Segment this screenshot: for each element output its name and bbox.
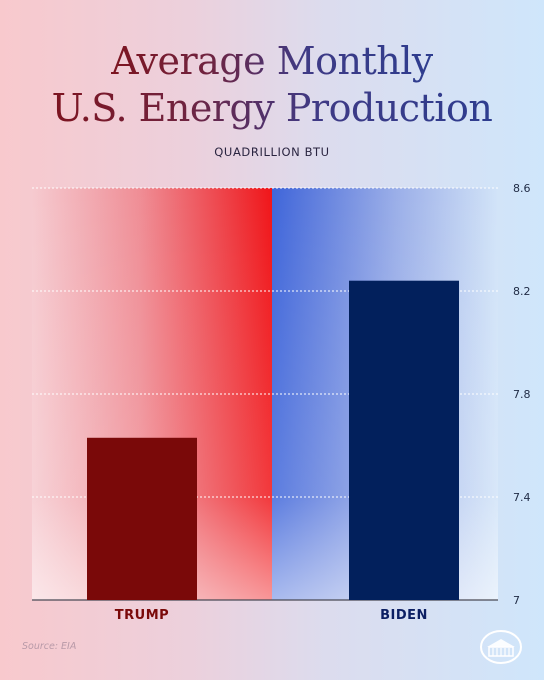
chart-title-line-1: Average Monthly [111,39,433,83]
y-tick-label: 8.2 [513,285,531,298]
category-label-biden: BIDEN [380,608,428,623]
y-tick-label: 7 [513,594,520,607]
white-house-seal-icon [480,630,522,664]
y-tick-label: 7.8 [513,388,531,401]
y-tick-label: 7.4 [513,491,531,504]
category-label-trump: TRUMP [115,608,169,623]
y-tick-label: 8.6 [513,182,531,195]
chart-subtitle: QUADRILLION BTU [214,145,330,159]
chart-title-line-2: U.S. Energy Production [51,86,493,130]
source-note: Source: EIA [22,641,77,652]
bar-trump [87,437,197,600]
bar-biden [349,280,459,600]
